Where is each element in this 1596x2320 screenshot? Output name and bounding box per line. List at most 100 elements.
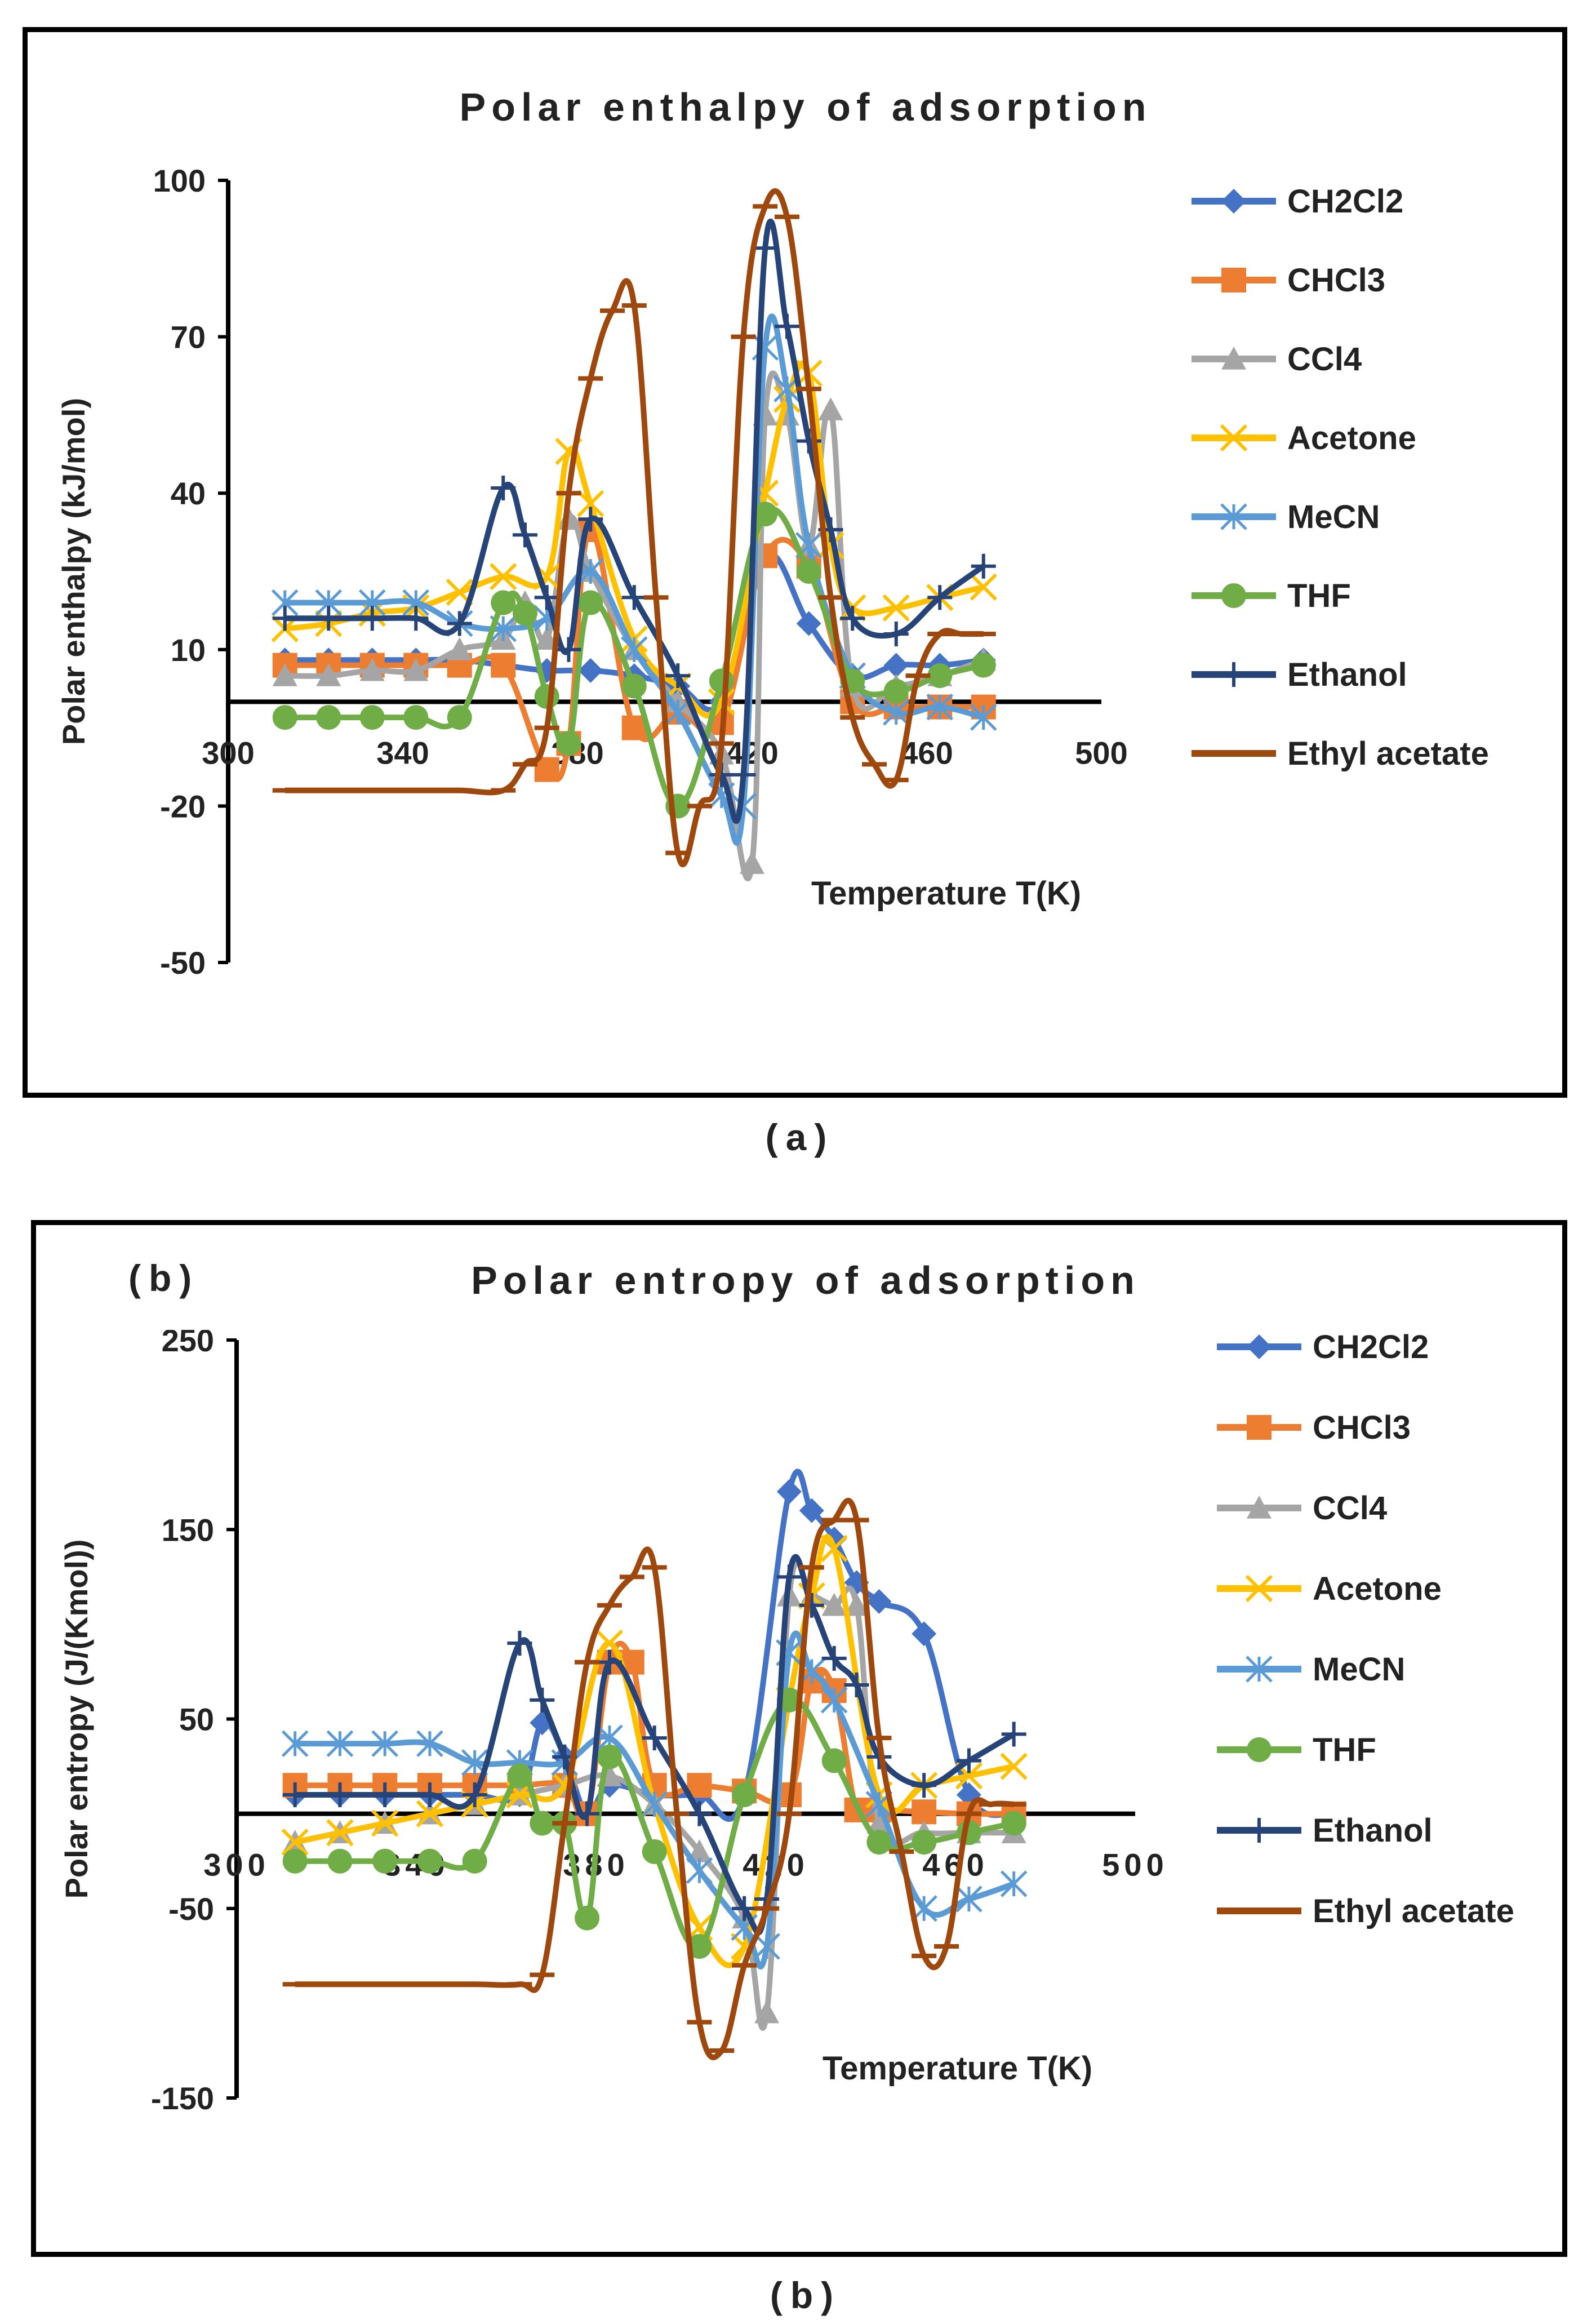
chart-b-legend-marker: [1247, 1496, 1272, 1519]
chart-a-legend-marker: [1220, 424, 1248, 452]
chart-b-legend-label: Acetone: [1313, 1571, 1442, 1607]
chart-a: 100704010-20-50300340380420460500Tempera…: [56, 169, 1489, 981]
chart-a-point-thf: [556, 731, 581, 756]
chart-b-point-thf: [282, 1848, 308, 1874]
chart-a-legend-label: CCl4: [1287, 341, 1362, 378]
chart-a-point-ethanol: [753, 236, 778, 261]
chart-a-legend-item-chcl3: CHCl3: [1192, 262, 1385, 299]
chart-b-legend-item-thf: THF: [1217, 1732, 1376, 1768]
chart-a-point-thf: [491, 590, 516, 615]
chart-b-y-tick-label: -50: [168, 1891, 214, 1927]
chart-b-point-ccl4: [754, 2000, 780, 2024]
chart-a-series-ethyl-acetate: [272, 188, 996, 867]
chart-b-x-axis-label: Temperature T(K): [823, 2050, 1092, 2087]
chart-b-legend-item-ccl4: CCl4: [1217, 1490, 1387, 1527]
chart-a-x-tick-label: 460: [900, 735, 953, 770]
chart-a-point-thf: [621, 673, 647, 699]
chart-a-series-ccl4: [272, 370, 996, 881]
chart-a-legend-item-thf: THF: [1192, 578, 1351, 614]
chart-b-series-ethyl-acetate: [282, 1497, 1026, 2060]
chart-a-legend-item-ccl4: CCl4: [1192, 341, 1362, 378]
chart-a-point-ch2cl2: [578, 658, 603, 683]
chart-b-point-ethanol: [282, 1782, 308, 1807]
chart-a-point-thf: [447, 705, 472, 730]
caption-b: (b): [770, 2274, 842, 2316]
chart-b-point-ethanol: [776, 1564, 802, 1590]
chart-b-legend-label: Ethyl acetate: [1313, 1893, 1514, 1929]
chart-a-point-ethanol: [578, 507, 603, 532]
chart-a-point-thf: [534, 684, 559, 709]
chart-a-point-ccl4: [740, 851, 764, 874]
chart-a-point-acetone: [970, 573, 997, 601]
chart-b-point-acetone: [820, 1534, 848, 1562]
chart-b-legend-label: MeCN: [1313, 1651, 1405, 1688]
chart-a-legend-marker: [1221, 268, 1246, 292]
chart-a-x-tick-label: 300: [202, 735, 254, 770]
chart-b-point-ch2cl2: [912, 1621, 937, 1647]
chart-b-y-tick-label: 50: [179, 1702, 214, 1737]
chart-a-point-thf: [513, 601, 537, 626]
chart-a-legend-label: CH2Cl2: [1287, 183, 1403, 220]
chart-a-legend-label: MeCN: [1287, 499, 1380, 535]
chart-a-legend-marker: [1220, 503, 1247, 530]
chart-a-legend-item-ethyl-acetate: Ethyl acetate: [1192, 735, 1489, 772]
chart-a-point-thf: [971, 653, 996, 678]
chart-b-legend-label: Ethanol: [1313, 1812, 1433, 1849]
chart-b-y-tick-label: -150: [151, 2081, 214, 2116]
chart-a-point-ccl4: [403, 658, 429, 681]
chart-a-point-ccl4: [818, 397, 843, 420]
chart-b-point-thf: [866, 1830, 892, 1855]
chart-b-point-ccl4: [844, 1592, 869, 1616]
chart-b-point-mecn: [955, 1886, 983, 1913]
chart-a-legend-label: CHCl3: [1287, 262, 1385, 299]
chart-a-y-axis-label: Polar enthalpy (kJ/mol): [56, 398, 91, 745]
chart-a-series-ethanol: [272, 218, 996, 824]
chart-a-legend-label: Ethanol: [1287, 656, 1407, 693]
chart-b-point-ethanol: [912, 1773, 937, 1798]
chart-b-y-tick-label: 150: [162, 1512, 214, 1547]
chart-b-y-tick-label: 250: [162, 1330, 214, 1358]
chart-a-point-mecn: [752, 334, 779, 361]
chart-b-legend-label: THF: [1313, 1732, 1376, 1768]
chart-b-point-ethanol: [575, 1801, 600, 1826]
chart-a-point-ethanol: [971, 553, 996, 579]
chart-b-point-acetone: [1000, 1753, 1028, 1780]
chart-b-point-ethanol: [687, 1801, 712, 1826]
chart-a-point-thf: [316, 705, 341, 730]
chart-b-legend-item-chcl3: CHCl3: [1217, 1409, 1411, 1446]
chart-a-point-acetone: [577, 490, 604, 517]
chart-a-point-mecn: [664, 699, 692, 726]
chart-a-point-ethanol: [447, 611, 472, 636]
chart-b-point-mecn: [326, 1730, 354, 1757]
chart-b-point-acetone: [595, 1629, 624, 1657]
chart-a-point-chcl3: [491, 653, 516, 678]
chart-b-point-ethanol: [732, 1896, 757, 1921]
chart-b-legend-item-ethyl-acetate: Ethyl acetate: [1217, 1893, 1514, 1929]
chart-a-point-ethanol: [883, 622, 909, 647]
chart-b-point-mecn: [753, 1933, 780, 1960]
chart-a-legend-label: Ethyl acetate: [1287, 735, 1489, 772]
chart-b-point-ethanol: [462, 1782, 487, 1807]
chart-b-point-ch2cl2: [776, 1479, 802, 1504]
chart-a-point-ethanol: [359, 606, 385, 631]
chart-b-legend-label: CHCl3: [1313, 1409, 1411, 1446]
chart-a-legend-label: Acetone: [1287, 420, 1416, 456]
chart-b-line-acetone: [294, 1534, 1015, 1968]
chart-a-legend-item-ethanol: Ethanol: [1192, 656, 1407, 693]
panel-b-tag: (b): [128, 1257, 200, 1299]
chart-a-line-ccl4: [284, 370, 985, 881]
chart-b-legend-marker: [1246, 1656, 1273, 1683]
chart-a-point-ethanol: [621, 585, 647, 610]
chart-b-point-ethanol: [821, 1645, 847, 1671]
chart-a-y-tick-label: -20: [160, 788, 206, 824]
chart-a-point-thf: [403, 705, 429, 730]
chart-b-point-ccl4: [687, 1839, 712, 1862]
chart-a-legend-marker: [1221, 662, 1246, 687]
chart-b-point-ethanol: [417, 1782, 442, 1807]
chart-b-point-thf: [642, 1839, 667, 1864]
chart-b-point-ethanol: [530, 1687, 555, 1713]
chart-a-point-ethanol: [775, 314, 799, 339]
chart-b-point-thf: [575, 1905, 600, 1931]
chart-a-line-ethanol: [284, 218, 985, 824]
